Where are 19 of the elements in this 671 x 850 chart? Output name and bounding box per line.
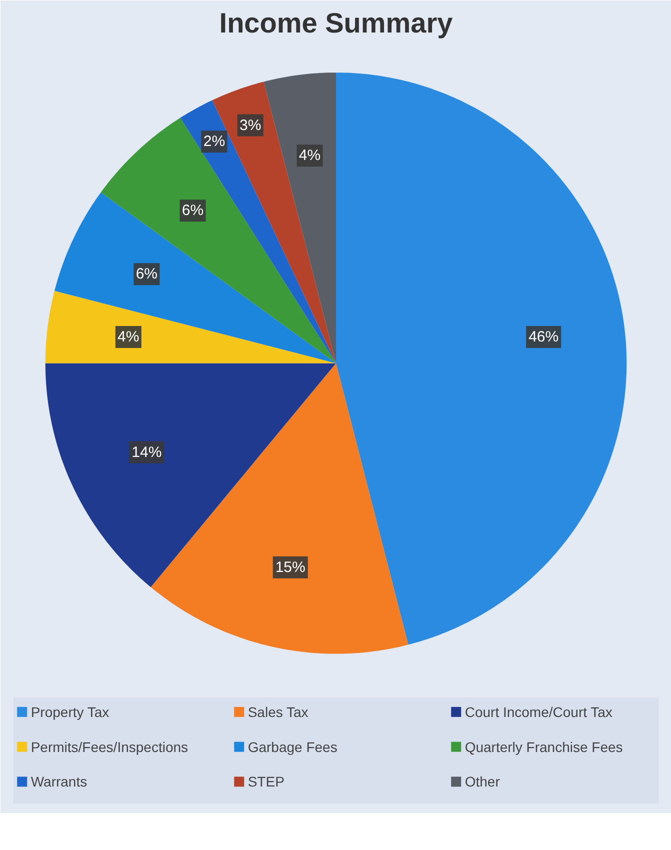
data-label: 4%: [298, 147, 321, 164]
legend-label: Property Tax: [30, 704, 110, 720]
legend-label: STEP: [248, 774, 284, 790]
chart-title: Income Summary: [219, 8, 454, 38]
legend-label: Permits/Fees/Inspections: [30, 738, 188, 755]
legend-label: Sales Tax: [248, 704, 308, 720]
legend-label: Other: [464, 774, 500, 790]
data-label: 15%: [275, 558, 306, 576]
data-label: 3%: [240, 116, 262, 134]
data-label: 2%: [203, 133, 226, 150]
legend-label: Warrants: [30, 774, 88, 790]
data-label: 4%: [118, 328, 140, 346]
legend-label: Court Income/Court Tax: [464, 704, 612, 720]
data-label: 6%: [182, 202, 204, 220]
data-label: 14%: [132, 444, 162, 461]
legend-label: Garbage Fees: [248, 738, 338, 755]
legend-label: Quarterly Franchise Fees: [464, 738, 623, 755]
data-label: 46%: [528, 328, 559, 346]
data-label: 6%: [136, 266, 158, 283]
